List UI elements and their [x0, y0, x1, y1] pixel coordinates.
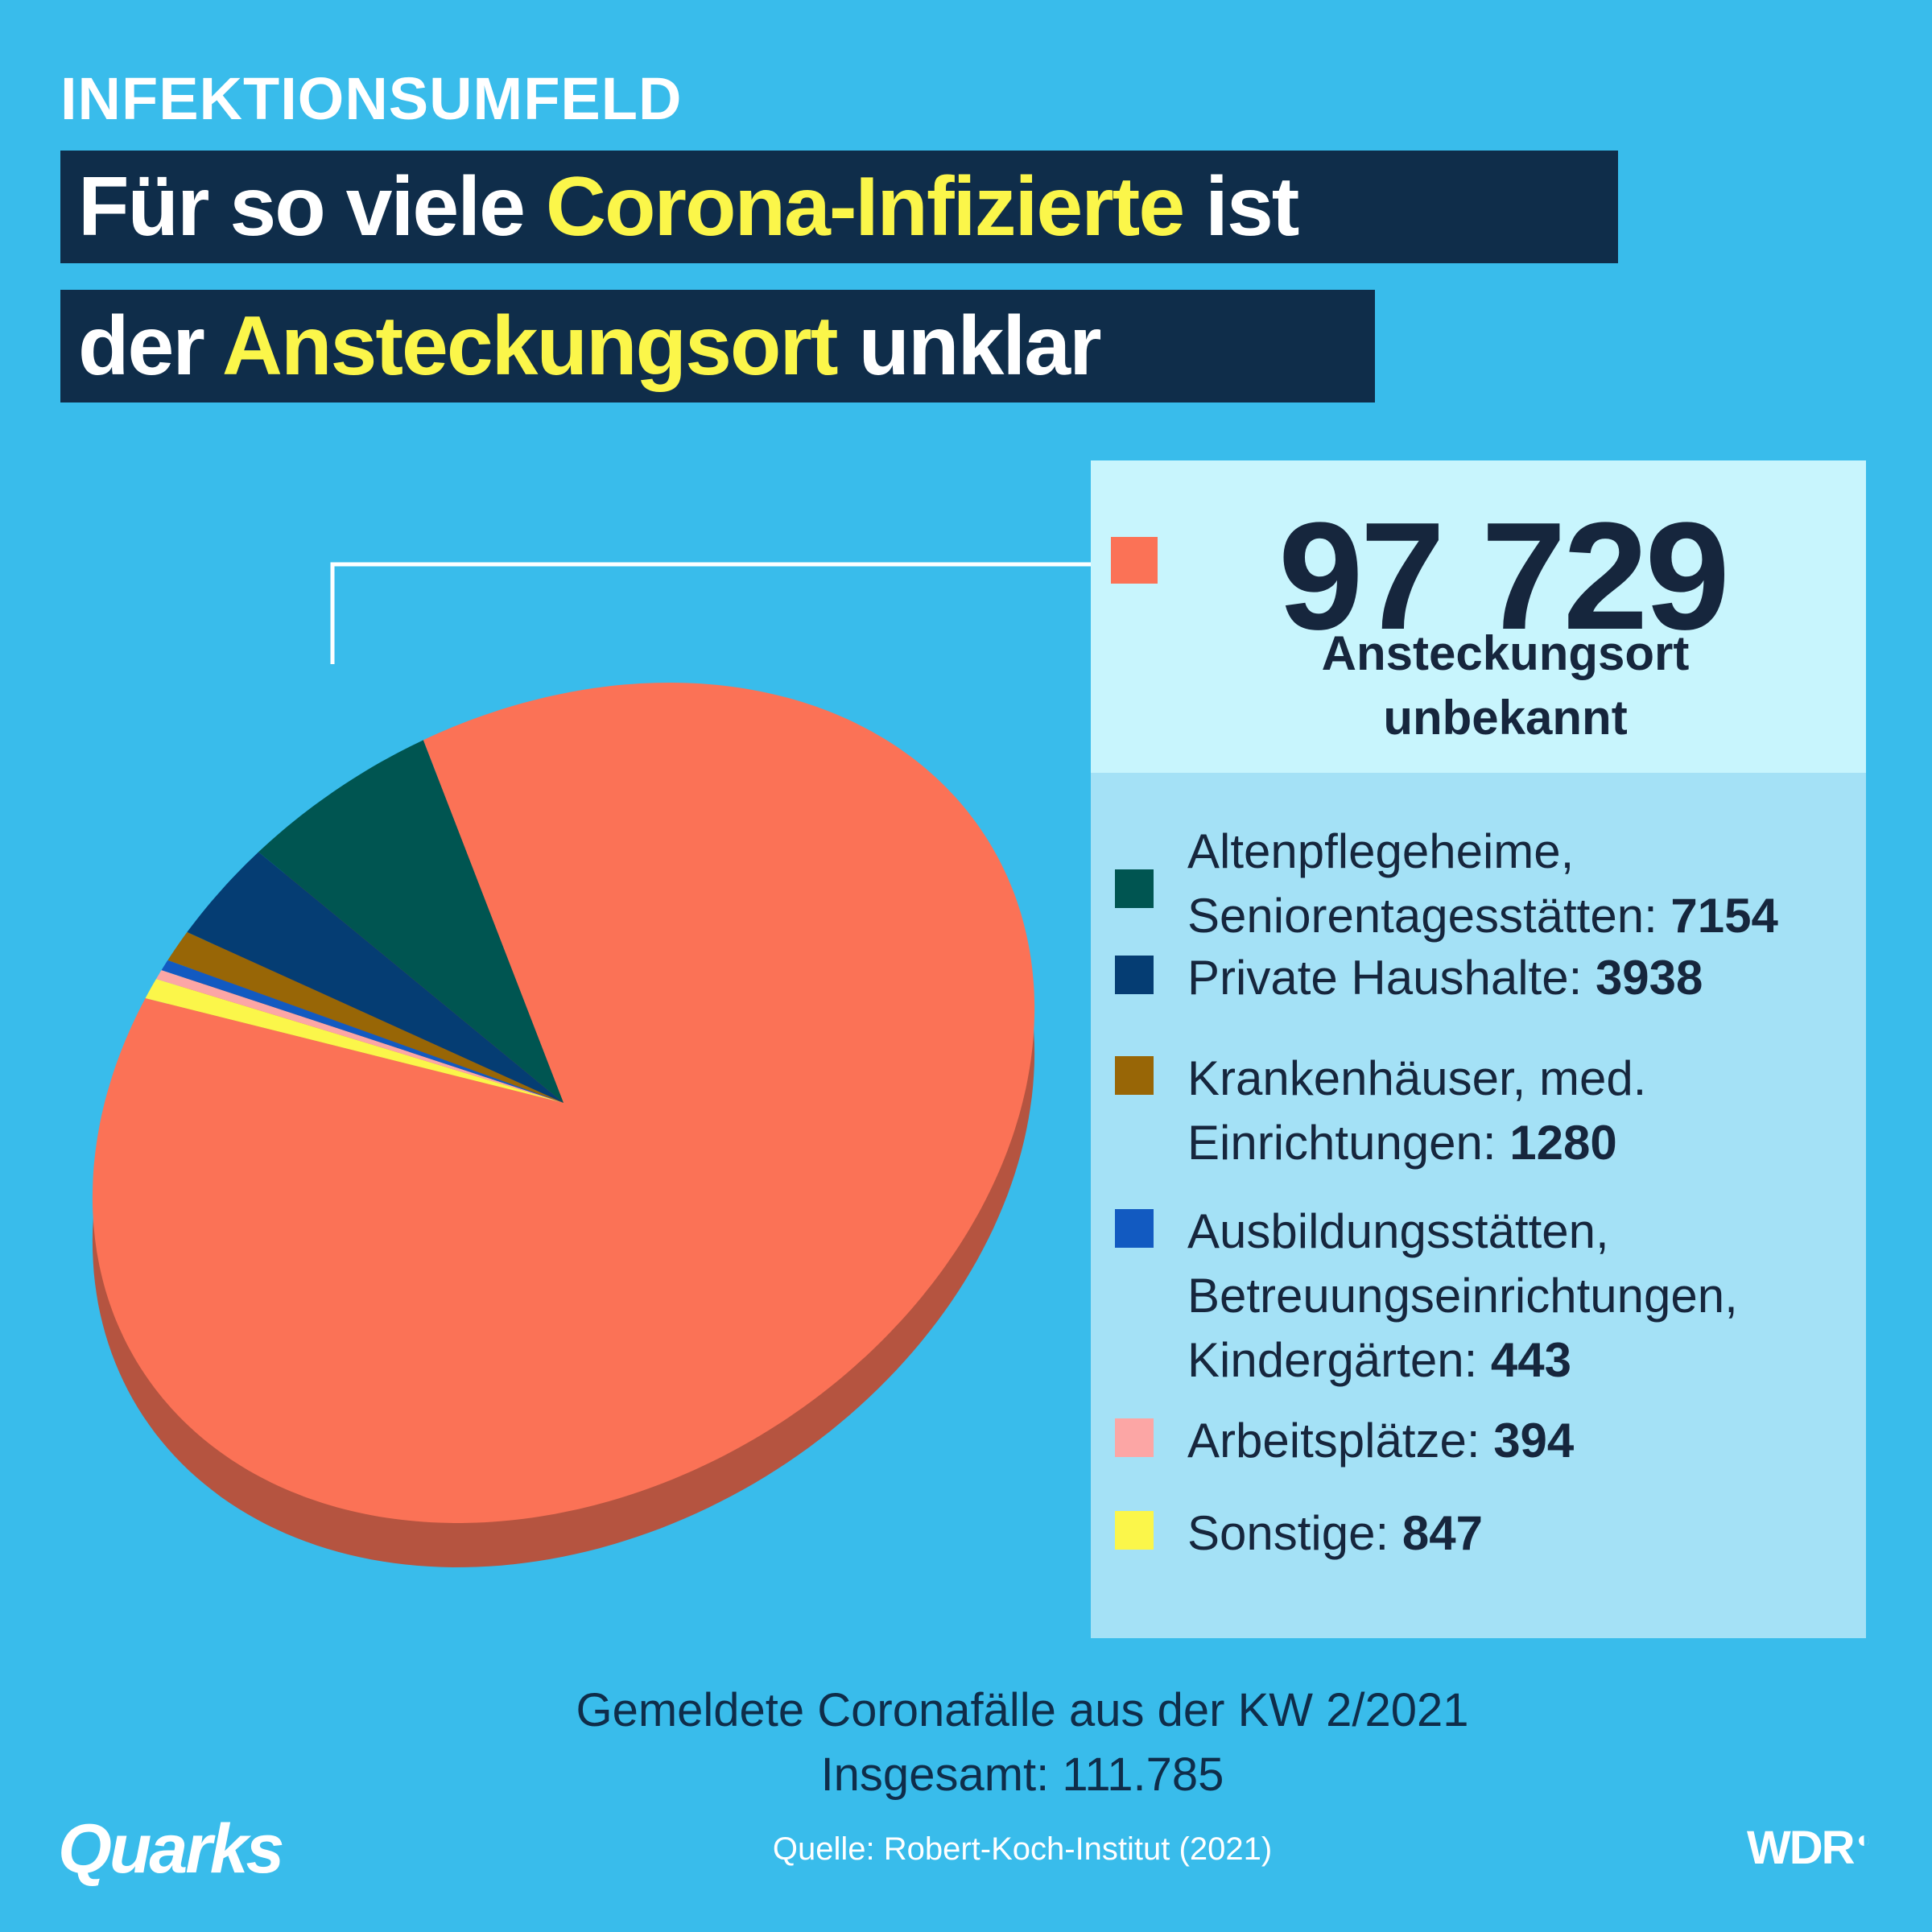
headline-2-post: unklar: [836, 299, 1101, 393]
legend-text: Altenpflegeheime, Seniorentagesstätten: …: [1187, 819, 1856, 948]
legend-value: 443: [1490, 1333, 1572, 1387]
legend-swatch: [1115, 1511, 1154, 1550]
callout-number: 97 729: [1278, 491, 1730, 662]
pie-slices: [92, 683, 1035, 1523]
legend-swatch: [1115, 1418, 1154, 1457]
legend-value: 1280: [1509, 1116, 1617, 1170]
ard-mark-icon: ◐: [1856, 1826, 1872, 1853]
legend-swatch: [1115, 956, 1154, 994]
callout-label-line-2: unbekannt: [1383, 691, 1628, 745]
kicker-label: INFEKTIONSUMFELD: [60, 65, 683, 132]
legend-line: Altenpflegeheime,: [1187, 824, 1575, 878]
legend-line: Krankenhäuser, med.: [1187, 1051, 1647, 1105]
pie-slice-alten: [258, 740, 564, 1103]
legend-text: Private Haushalte: 3938: [1187, 946, 1856, 1010]
footer-line-2: Insgesamt: 111.785: [820, 1748, 1224, 1801]
legend-panel: Altenpflegeheime, Seniorentagesstätten: …: [1091, 773, 1866, 1638]
callout-label: Ansteckungsort unbekannt: [1220, 621, 1791, 750]
callout-label-line-1: Ansteckungsort: [1321, 626, 1690, 680]
footer-caption: Gemeldete Coronafälle aus der KW 2/2021 …: [0, 1678, 1932, 1807]
legend-line: Einrichtungen: 1280: [1187, 1116, 1617, 1170]
pie-slice-ausbildung: [161, 960, 564, 1103]
legend-text: Ausbildungsstätten, Betreuungseinrichtun…: [1187, 1199, 1856, 1393]
headline-1-post: ist: [1183, 160, 1299, 254]
headline-1-highlight: Corona-Infizierte: [545, 160, 1185, 254]
legend-line: Private Haushalte: 3938: [1187, 951, 1703, 1005]
legend-swatch: [1115, 1209, 1154, 1248]
legend-text: Sonstige: 847: [1187, 1501, 1856, 1566]
quarks-logo: Quarks: [58, 1810, 284, 1888]
legend-swatch: [1115, 1056, 1154, 1095]
legend-text: Krankenhäuser, med. Einrichtungen: 1280: [1187, 1046, 1856, 1175]
callout-panel: 97 729 Ansteckungsort unbekannt: [1091, 460, 1866, 773]
legend-value: 3938: [1595, 951, 1703, 1005]
legend-text: Arbeitsplätze: 394: [1187, 1409, 1856, 1473]
headline-line-1: Für so viele Corona-Infizierte ist: [60, 151, 1618, 263]
legend-line: Sonstige: 847: [1187, 1506, 1483, 1560]
wdr-logo: WDR ◐: [1747, 1822, 1872, 1874]
pie-slice-privat: [187, 852, 564, 1103]
headline-1-pre: Für so viele: [78, 160, 546, 254]
headline-line-2: der Ansteckungsort unklar: [60, 290, 1375, 402]
legend-value: 7154: [1670, 889, 1778, 943]
legend-swatch: [1115, 869, 1154, 908]
pie-slice-arbeit: [156, 970, 564, 1103]
legend-line: Betreuungseinrichtungen,: [1187, 1269, 1738, 1323]
legend-line: Kindergärten: 443: [1187, 1333, 1572, 1387]
unknown-swatch: [1111, 537, 1158, 584]
callout-leader-line: [330, 562, 1099, 664]
headline-2-pre: der: [78, 299, 222, 393]
legend-value: 847: [1402, 1506, 1483, 1560]
legend-line: Arbeitsplätze: 394: [1187, 1414, 1575, 1468]
headline-2-highlight: Ansteckungsort: [221, 299, 839, 393]
source-note: Quelle: Robert-Koch-Institut (2021): [772, 1831, 1273, 1867]
legend-value: 394: [1493, 1414, 1575, 1468]
pie-slice-sonstige: [145, 979, 564, 1103]
legend-line: Ausbildungsstätten,: [1187, 1204, 1609, 1258]
legend-line: Seniorentagesstätten: 7154: [1187, 889, 1778, 943]
pie-slice-kranken: [167, 931, 564, 1103]
footer-line-1: Gemeldete Coronafälle aus der KW 2/2021: [576, 1684, 1469, 1736]
